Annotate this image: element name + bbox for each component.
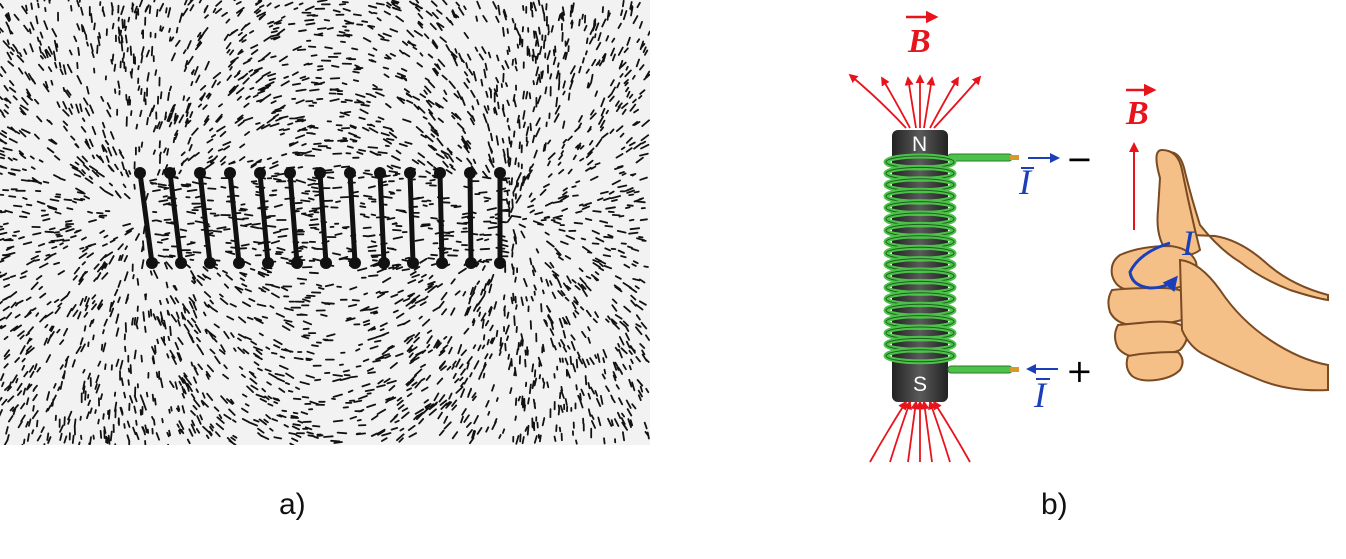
iron-core: N S [892, 130, 948, 402]
south-pole-label: S [913, 373, 927, 396]
current-top: I − [1018, 140, 1093, 202]
winding-turn [377, 172, 387, 264]
winding-knot [291, 257, 303, 269]
svg-text:I: I [1033, 375, 1048, 415]
field-lines-top [848, 73, 982, 129]
winding-knot [436, 257, 448, 269]
winding-knot [404, 167, 416, 179]
terminal-plus-sign: + [1066, 352, 1093, 390]
winding-turn [227, 172, 242, 264]
svg-text:I: I [1018, 162, 1033, 202]
winding-knot [349, 257, 361, 269]
field-vector-hand: B [1125, 83, 1157, 230]
current-bottom: I + [1026, 352, 1093, 415]
winding-knot [344, 167, 356, 179]
svg-text:I: I [1181, 223, 1196, 263]
winding-knot [494, 167, 506, 179]
winding-turn [437, 172, 445, 264]
caption-a: a) [279, 488, 306, 521]
field-lines-bottom [869, 400, 971, 463]
right-hand-icon [1107, 148, 1329, 392]
winding-knot [314, 167, 326, 179]
winding-knot [434, 167, 446, 179]
winding-knot [284, 167, 296, 179]
winding-knot [194, 167, 206, 179]
winding-turn [257, 172, 271, 264]
winding-turn [287, 172, 300, 264]
winding-knot [224, 167, 236, 179]
field-vector-label-top: B [906, 10, 939, 60]
winding-knot [262, 257, 274, 269]
lead-wires [947, 153, 1019, 374]
winding-knot [254, 167, 266, 179]
winding-turn [467, 172, 474, 264]
winding-knot [164, 167, 176, 179]
winding-turn [137, 172, 155, 264]
winding-turn [407, 172, 416, 264]
winding-knot [465, 257, 477, 269]
svg-text:B: B [1125, 95, 1149, 132]
winding-knot [494, 257, 506, 269]
coil-turn-outline [885, 349, 955, 363]
winding-knot [407, 257, 419, 269]
winding-knot [464, 167, 476, 179]
terminal-minus-sign: − [1066, 140, 1093, 178]
coil-windings [883, 153, 957, 365]
iron-filings [0, 0, 650, 445]
caption-b: b) [1041, 488, 1068, 521]
winding-knot [175, 257, 187, 269]
iron-filings-solenoid-photo [0, 0, 650, 445]
winding-knot [320, 257, 332, 269]
winding-turn [347, 172, 358, 264]
winding-knot [374, 167, 386, 179]
winding-turn [167, 172, 184, 264]
winding-knot [146, 257, 158, 269]
filings-strokes [0, 0, 650, 445]
winding-knot [134, 167, 146, 179]
winding-turn [317, 172, 329, 264]
svg-text:B: B [907, 23, 931, 60]
winding-knot [378, 257, 390, 269]
winding-turn [197, 172, 213, 264]
solenoid-right-hand-rule-diagram: B N S I − [848, 10, 1329, 463]
winding-knot [233, 257, 245, 269]
north-pole-label: N [912, 133, 927, 156]
winding-knot [204, 257, 216, 269]
curl-current-arrow: I [1128, 223, 1196, 293]
solenoid-coil [134, 167, 506, 269]
